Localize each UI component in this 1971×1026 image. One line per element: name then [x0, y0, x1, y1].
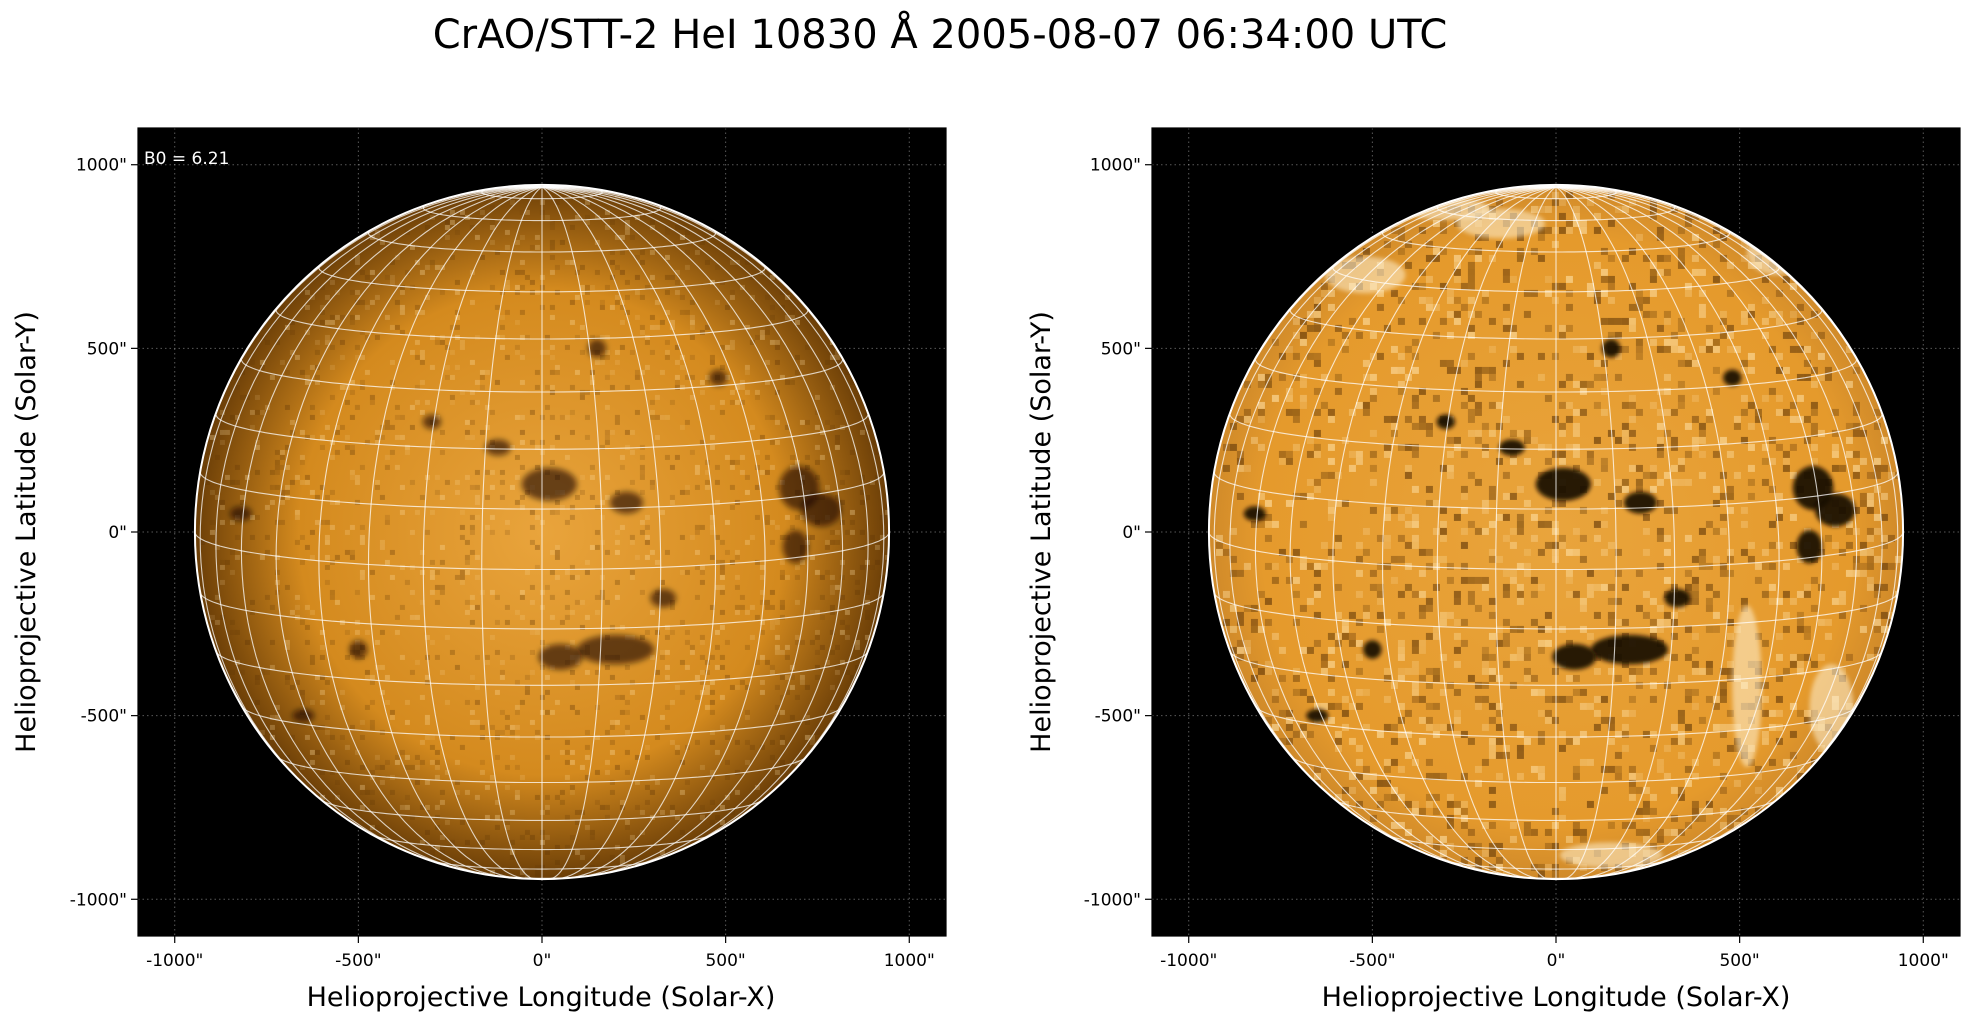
- x-tick-label: -1000": [1160, 951, 1217, 971]
- x-tick-label: 0": [533, 951, 552, 971]
- x-tick-label: 1000": [1898, 951, 1949, 971]
- y-tick-label: 1000": [1090, 156, 1141, 176]
- y-axis-label-left: Helioprojective Latitude (Solar-Y): [11, 311, 42, 753]
- y-tick-label: 500": [1101, 339, 1141, 359]
- disk-texture: [199, 189, 890, 880]
- y-tick-label: 1000": [76, 156, 127, 176]
- x-tick-label: 0": [1547, 951, 1566, 971]
- solar-limb: [1207, 183, 1905, 881]
- y-tick-label: -1000": [1084, 890, 1141, 910]
- solar-limb: [193, 183, 891, 881]
- heliographic-grid: [194, 184, 890, 880]
- y-tick-label: -1000": [70, 890, 127, 910]
- y-tick-label: 0": [1122, 523, 1141, 543]
- y-axis-label-right: Helioprojective Latitude (Solar-Y): [1026, 311, 1057, 753]
- x-tick-label: 500": [1719, 951, 1759, 971]
- x-tick-label: -500": [1349, 951, 1395, 971]
- x-tick-label: -1000": [146, 951, 203, 971]
- x-tick-label: 1000": [884, 951, 935, 971]
- disk-texture: [1215, 191, 1904, 880]
- x-axis-label-right: Helioprojective Longitude (Solar-X): [1322, 982, 1791, 1013]
- y-tick-label: 0": [108, 523, 127, 543]
- b0-annotation: B0 = 6.21: [144, 149, 229, 169]
- x-tick-label: -500": [335, 951, 381, 971]
- x-tick-label: 500": [705, 951, 745, 971]
- y-tick-label: -500": [1095, 707, 1141, 727]
- figure-title: CrAO/STT-2 HeI 10830 Å 2005-08-07 06:34:…: [432, 12, 1448, 58]
- y-tick-label: -500": [81, 707, 127, 727]
- x-axis-label-left: Helioprojective Longitude (Solar-X): [307, 982, 776, 1013]
- y-tick-label: 500": [87, 339, 127, 359]
